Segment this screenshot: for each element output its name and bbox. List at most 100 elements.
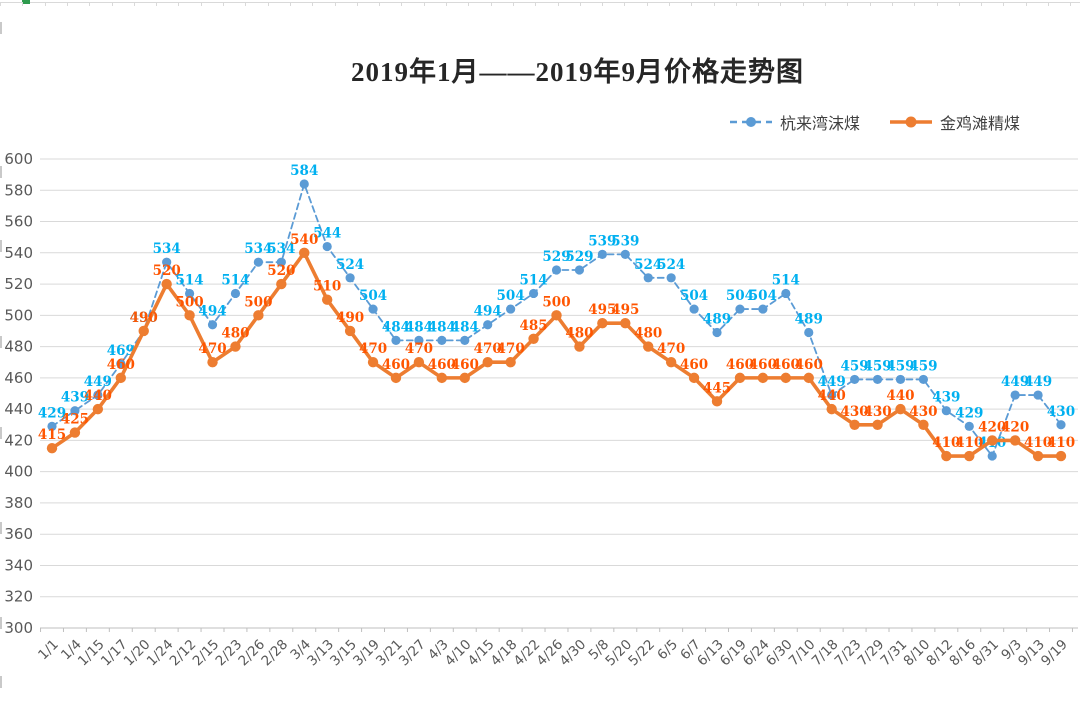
data-point [253,257,263,267]
data-label: 540 [290,232,318,248]
sheet-selection-mark [22,0,30,4]
data-point [276,278,287,290]
column-tick [758,2,759,6]
data-label: 449 [1001,374,1029,390]
data-point [826,403,837,415]
column-tick [803,2,804,6]
data-label: 460 [451,357,479,373]
data-point [345,273,355,283]
column-tick [22,2,23,6]
data-label: 420 [978,419,1006,435]
column-tick [134,2,135,6]
x-tick-label: 1/1 [35,637,62,664]
row-tick [0,617,2,629]
y-tick-label: 400 [4,463,33,481]
y-tick-label: 540 [4,244,33,262]
column-tick [647,2,648,6]
data-point [827,390,837,400]
data-point [460,335,470,345]
data-point [93,390,103,400]
row-tick [0,427,2,439]
legend-label-jinjitan: 金鸡滩精煤 [940,116,1021,133]
data-point [253,310,264,321]
data-label: 490 [336,310,364,326]
legend-item-hanglaiwan[interactable]: 杭来湾沫煤 [728,110,860,134]
column-tick [468,2,469,6]
y-tick-label: 340 [4,556,33,574]
data-point [1056,420,1066,430]
data-label: 420 [1001,419,1029,435]
column-tick [67,2,68,6]
data-point [230,288,241,299]
data-label: 430 [909,404,937,420]
data-point [620,317,631,329]
column-tick [268,2,269,6]
data-point [138,325,149,337]
data-point [321,294,333,305]
data-point [482,357,493,368]
data-point [299,247,310,258]
y-tick-label: 360 [4,525,33,543]
column-tick [201,2,202,6]
column-tick [357,2,358,6]
column-tick [1070,2,1071,6]
column-tick [825,2,826,6]
data-label: 484 [405,319,433,335]
data-point [735,304,745,314]
data-label: 534 [153,241,181,257]
column-tick [401,2,402,6]
legend-item-jinjitan[interactable]: 金鸡滩精煤 [888,110,1020,134]
y-tick-label: 580 [4,181,33,199]
data-point [734,372,746,384]
data-point [872,374,883,385]
x-tick-label: 8/31 [969,637,1002,670]
data-point [436,372,448,384]
x-tick-label: 2/28 [258,637,291,670]
data-label: 459 [841,358,869,374]
data-point [758,304,768,314]
data-label: 539 [611,233,639,249]
column-tick [223,2,224,6]
data-label: 514 [772,272,800,288]
data-point [689,304,699,314]
data-point [368,304,378,314]
data-label: 440 [818,388,846,404]
solid-line-marker-icon [890,116,933,128]
data-point [849,419,860,430]
y-tick-label: 320 [4,588,33,606]
data-label: 460 [749,357,777,373]
column-tick [580,2,581,6]
column-tick [513,2,514,6]
data-point [184,288,195,299]
data-label: 534 [244,241,272,257]
data-label: 445 [703,380,731,396]
y-tick-label: 500 [4,306,33,324]
data-label: 470 [198,341,226,357]
data-label: 430 [863,404,891,420]
data-label: 410 [1047,435,1075,451]
data-label: 520 [153,263,181,279]
data-label: 449 [818,374,846,390]
data-point [620,249,630,259]
data-label: 460 [680,357,708,373]
data-point [688,372,700,384]
dashed-line-marker-icon [730,117,772,127]
column-tick [156,2,157,6]
row-tick [0,676,2,688]
column-tick [847,2,848,6]
x-tick-label: 3/27 [396,637,429,670]
row-tick [0,166,2,178]
data-point [115,372,126,384]
data-point [414,335,424,345]
data-point [757,372,769,384]
data-point [597,317,608,329]
data-label: 459 [909,358,937,374]
column-tick [45,2,46,6]
data-label: 510 [313,279,341,295]
sheet-top-border [0,2,1080,3]
data-point [597,249,607,259]
data-point [551,265,562,275]
data-point [1055,450,1067,462]
data-label: 514 [519,272,547,288]
